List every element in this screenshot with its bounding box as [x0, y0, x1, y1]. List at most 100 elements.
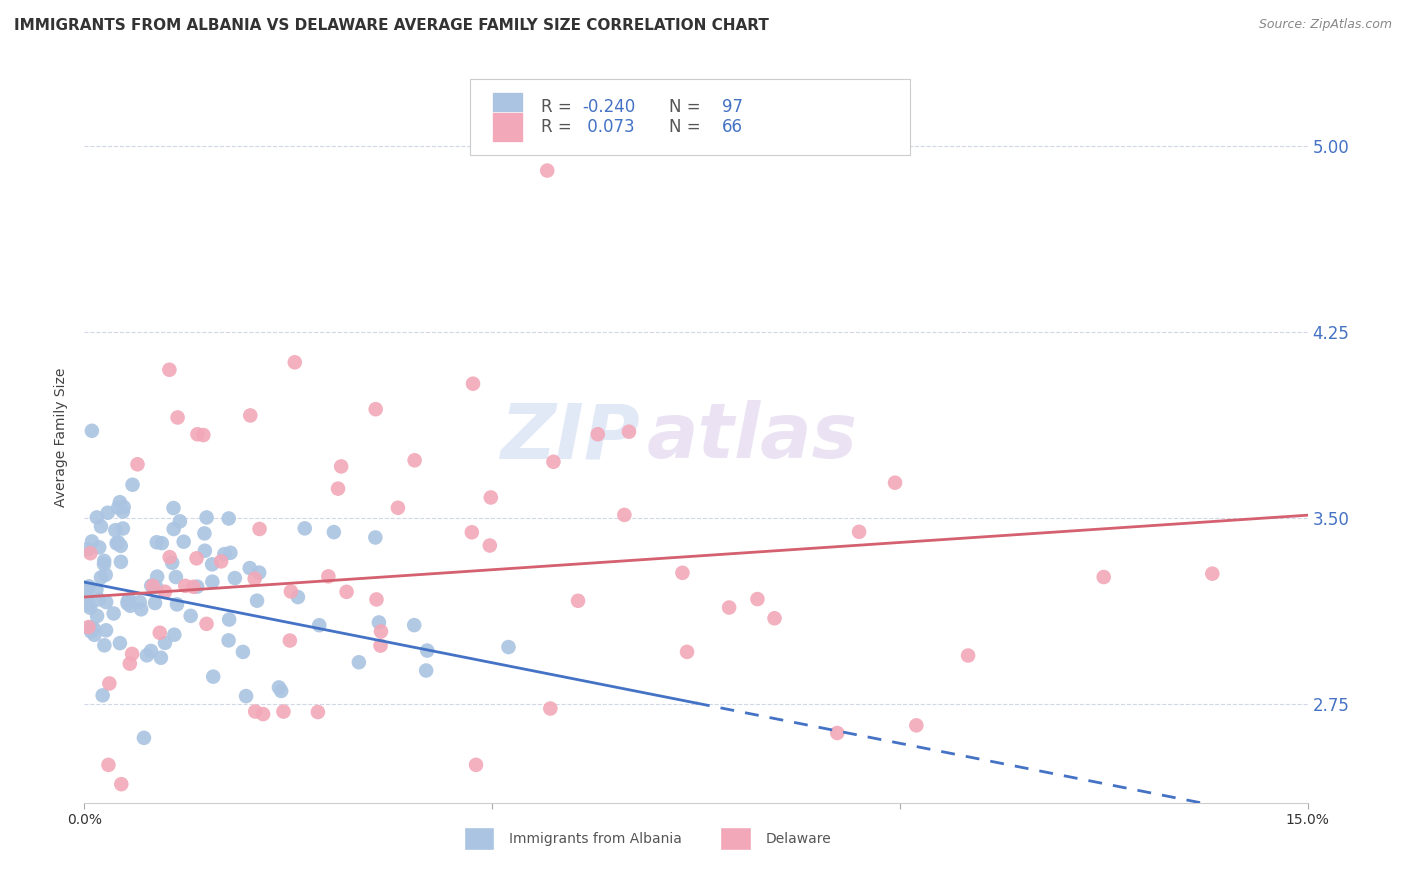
Text: 97: 97 — [721, 98, 742, 116]
Point — [117, 597, 139, 611]
Point — [75, 582, 97, 596]
Point — [671, 566, 693, 580]
Point — [194, 543, 217, 558]
Point — [1201, 566, 1223, 581]
Point — [479, 491, 502, 505]
Point — [278, 633, 301, 648]
Text: IMMIGRANTS FROM ALBANIA VS DELAWARE AVERAGE FAMILY SIZE CORRELATION CHART: IMMIGRANTS FROM ALBANIA VS DELAWARE AVER… — [14, 18, 769, 33]
Point — [461, 376, 484, 391]
Point — [89, 541, 111, 555]
Point — [617, 425, 640, 439]
Point — [112, 500, 135, 514]
Point — [239, 409, 262, 423]
FancyBboxPatch shape — [492, 92, 523, 122]
Point — [538, 701, 561, 715]
Point — [267, 681, 290, 695]
Point — [415, 664, 437, 678]
Point — [93, 554, 115, 568]
Point — [180, 608, 202, 623]
Point — [90, 570, 112, 584]
Point — [76, 542, 98, 557]
Point — [110, 777, 132, 791]
Point — [165, 570, 187, 584]
Point — [97, 506, 120, 520]
Point — [193, 428, 215, 442]
Point — [142, 579, 165, 593]
Point — [201, 558, 224, 572]
Point — [145, 580, 167, 594]
Text: N =: N = — [669, 118, 706, 136]
Text: Delaware: Delaware — [766, 831, 831, 846]
Point — [80, 620, 103, 634]
Point — [676, 645, 699, 659]
Point — [162, 501, 184, 516]
Point — [465, 757, 488, 772]
Point — [139, 644, 162, 658]
Point — [160, 556, 183, 570]
Point — [252, 707, 274, 722]
Point — [135, 648, 157, 663]
Text: Source: ZipAtlas.com: Source: ZipAtlas.com — [1258, 18, 1392, 31]
Point — [195, 510, 218, 524]
Point — [149, 625, 172, 640]
Point — [232, 645, 254, 659]
Point — [82, 621, 104, 635]
Point — [118, 592, 141, 607]
Text: R =: R = — [541, 118, 576, 136]
FancyBboxPatch shape — [464, 827, 494, 850]
Point — [567, 594, 589, 608]
Point — [243, 572, 266, 586]
Point — [107, 500, 129, 515]
Point — [284, 355, 307, 369]
Point — [86, 609, 108, 624]
Point — [108, 495, 131, 509]
Point — [848, 524, 870, 539]
Point — [763, 611, 786, 625]
Point — [308, 618, 330, 632]
Point — [884, 475, 907, 490]
Point — [77, 579, 100, 593]
Point — [201, 574, 224, 589]
Point — [287, 590, 309, 604]
Point — [79, 546, 101, 560]
Point — [543, 455, 565, 469]
Point — [132, 731, 155, 745]
Point — [103, 607, 125, 621]
Point — [807, 833, 830, 847]
Point — [186, 580, 208, 594]
Point — [145, 535, 167, 549]
Text: N =: N = — [669, 98, 706, 116]
Point — [186, 551, 208, 566]
Point — [404, 618, 426, 632]
Point — [270, 684, 292, 698]
Point — [91, 689, 114, 703]
Point — [146, 569, 169, 583]
Point — [111, 504, 134, 518]
Text: 0.073: 0.073 — [582, 118, 636, 136]
Point — [247, 566, 270, 580]
Point — [957, 648, 980, 663]
Point — [1092, 570, 1115, 584]
Point — [416, 643, 439, 657]
Point — [150, 536, 173, 550]
Point — [905, 718, 928, 732]
FancyBboxPatch shape — [492, 112, 523, 143]
Point — [163, 522, 186, 536]
Point — [318, 569, 340, 583]
Point — [195, 616, 218, 631]
Point — [718, 600, 741, 615]
Point — [183, 580, 205, 594]
Point — [104, 523, 127, 537]
Point — [273, 705, 295, 719]
Point — [370, 624, 392, 639]
Point — [159, 550, 181, 565]
Point — [294, 521, 316, 535]
Point — [246, 593, 269, 607]
Point — [120, 599, 142, 613]
Point — [193, 526, 215, 541]
Text: 66: 66 — [721, 118, 742, 136]
Point — [141, 579, 163, 593]
Point — [586, 427, 609, 442]
Point — [218, 633, 240, 648]
Point — [245, 705, 267, 719]
